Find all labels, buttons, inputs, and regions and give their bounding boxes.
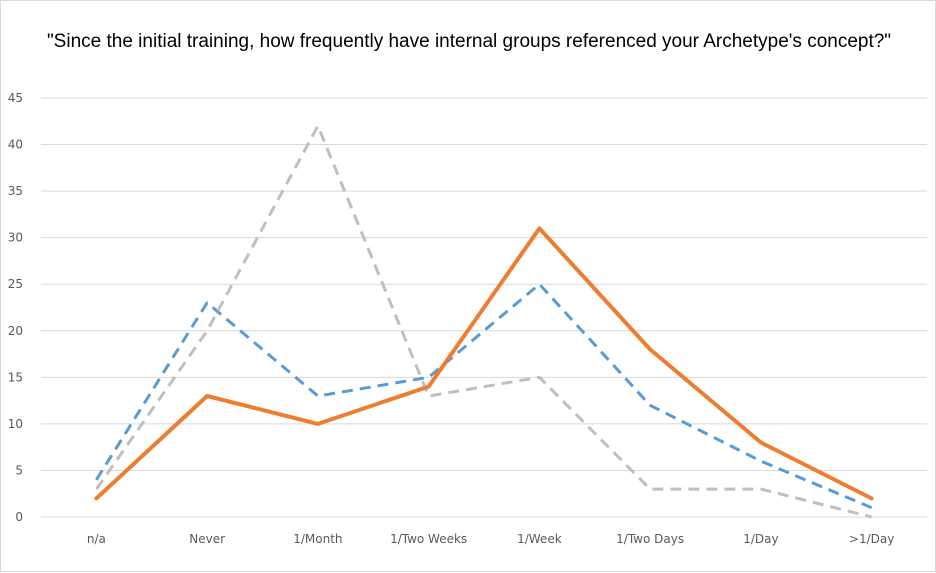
x-tick-label: Never <box>189 532 225 546</box>
series-line-3 <box>94 226 874 501</box>
x-tick-label: 1/Day <box>743 532 778 546</box>
y-tick-label: 10 <box>8 417 23 431</box>
y-tick-label: 35 <box>8 184 23 198</box>
x-tick-label: 1/Two Weeks <box>390 532 467 546</box>
x-tick-label: 1/Week <box>517 532 562 546</box>
x-tick-label: n/a <box>87 532 106 546</box>
x-tick-label: 1/Month <box>293 532 342 546</box>
y-tick-label: 5 <box>15 463 23 477</box>
y-tick-label: 0 <box>15 510 23 524</box>
x-tick-label: >1/Day <box>849 532 894 546</box>
chart-title: "Since the initial training, how frequen… <box>46 31 892 52</box>
y-tick-label: 20 <box>8 324 23 338</box>
y-tick-label: 30 <box>8 231 23 245</box>
y-tick-label: 15 <box>8 370 23 384</box>
y-tick-label: 25 <box>8 277 23 291</box>
x-tick-label: 1/Two Days <box>616 532 684 546</box>
y-tick-label: 40 <box>8 138 23 152</box>
series-line-2 <box>95 124 872 519</box>
y-tick-label: 45 <box>8 91 23 105</box>
